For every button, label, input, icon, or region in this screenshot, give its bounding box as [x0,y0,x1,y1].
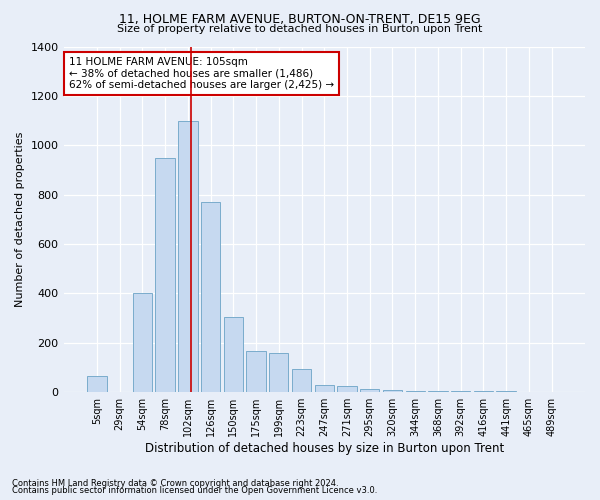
Bar [314,385,334,392]
Bar [201,202,220,392]
Text: Contains public sector information licensed under the Open Government Licence v3: Contains public sector information licen… [12,486,377,495]
Bar [224,317,243,392]
Bar [383,390,402,392]
Bar [155,158,175,392]
Text: Size of property relative to detached houses in Burton upon Trent: Size of property relative to detached ho… [118,24,482,34]
Bar [496,391,516,392]
Bar [247,352,266,392]
Bar [292,368,311,392]
Bar [269,352,289,392]
Bar [406,391,425,392]
Bar [428,391,448,392]
Bar [87,376,107,392]
Bar [133,294,152,392]
Bar [178,120,197,392]
Text: 11, HOLME FARM AVENUE, BURTON-ON-TRENT, DE15 9EG: 11, HOLME FARM AVENUE, BURTON-ON-TRENT, … [119,12,481,26]
Text: Contains HM Land Registry data © Crown copyright and database right 2024.: Contains HM Land Registry data © Crown c… [12,478,338,488]
X-axis label: Distribution of detached houses by size in Burton upon Trent: Distribution of detached houses by size … [145,442,504,455]
Bar [337,386,356,392]
Y-axis label: Number of detached properties: Number of detached properties [15,132,25,307]
Bar [360,388,379,392]
Bar [474,391,493,392]
Bar [451,391,470,392]
Text: 11 HOLME FARM AVENUE: 105sqm
← 38% of detached houses are smaller (1,486)
62% of: 11 HOLME FARM AVENUE: 105sqm ← 38% of de… [69,57,334,90]
